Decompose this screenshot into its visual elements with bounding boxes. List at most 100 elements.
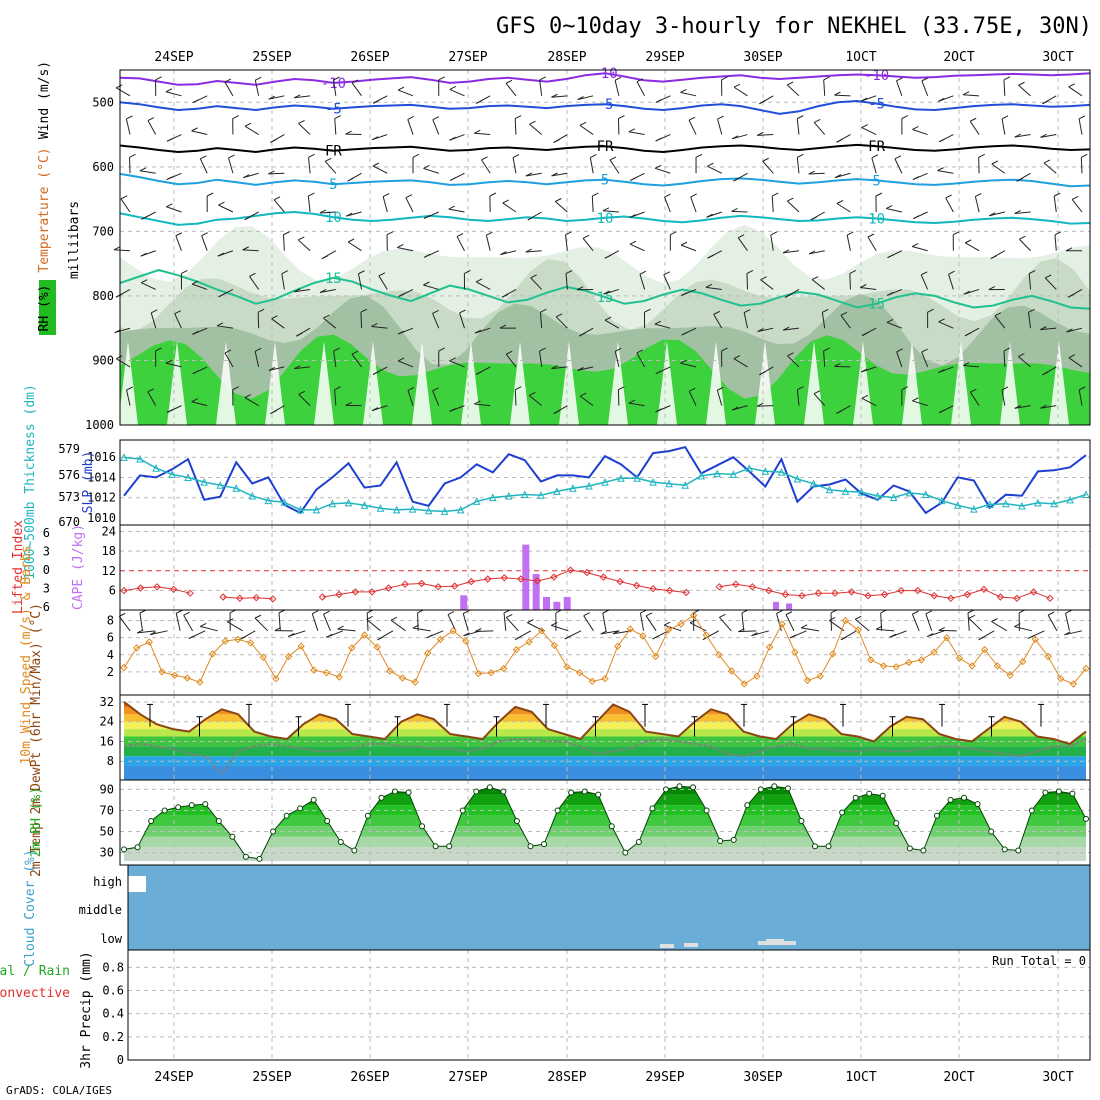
isotherm-5 bbox=[119, 172, 1091, 188]
wind-speed-tick: 2 bbox=[107, 665, 114, 679]
wind-speed-marker bbox=[753, 672, 761, 680]
wind-speed-marker bbox=[1056, 674, 1065, 683]
wind-barb-flag bbox=[871, 154, 879, 159]
wind-barb bbox=[896, 351, 903, 368]
wind-barb bbox=[268, 172, 285, 175]
wind-barb-flag bbox=[1042, 100, 1049, 105]
wind-barb-flag bbox=[912, 610, 919, 615]
rh-marker bbox=[121, 846, 127, 853]
rh-marker bbox=[920, 847, 927, 854]
rh-band bbox=[124, 815, 1086, 827]
wind-barb bbox=[938, 321, 954, 329]
date-label-top: 24SEP bbox=[154, 50, 193, 65]
wind-barb-flag bbox=[945, 194, 952, 199]
wind-barb-flag bbox=[964, 332, 972, 337]
thickness-marker bbox=[537, 491, 545, 499]
wind-speed-marker bbox=[170, 671, 179, 680]
wind-barb bbox=[551, 95, 568, 98]
legend-wind: Wind (m/s) bbox=[37, 61, 52, 139]
wind-barb bbox=[785, 614, 795, 632]
thickness-marker bbox=[1018, 501, 1026, 510]
wind-speed-marker bbox=[360, 631, 369, 639]
wind-barb bbox=[716, 390, 723, 406]
wind-barb bbox=[639, 613, 645, 631]
wind-barb-flag bbox=[636, 78, 644, 83]
temperature-tick: 16 bbox=[100, 734, 114, 748]
wind-barb-flag bbox=[333, 76, 340, 81]
lifted-index-tick: 6 bbox=[43, 526, 50, 540]
wind-barb-flag bbox=[886, 318, 894, 323]
thickness-marker bbox=[216, 481, 225, 489]
thickness-marker bbox=[793, 474, 802, 483]
wind-barb-flag bbox=[1067, 293, 1075, 298]
wind-barb bbox=[115, 87, 131, 97]
wind-barb bbox=[525, 250, 542, 253]
wind-barb bbox=[811, 279, 826, 290]
wind-barb-flag bbox=[962, 91, 970, 96]
wind-speed-marker bbox=[474, 669, 483, 678]
rh-band bbox=[124, 794, 1086, 806]
thickness-marker bbox=[504, 491, 513, 500]
rh-tick: 90 bbox=[100, 782, 114, 796]
wind-barb bbox=[628, 402, 645, 407]
wind-barb-flag bbox=[937, 167, 944, 172]
wind-barb bbox=[351, 353, 362, 368]
wind-barb-flag bbox=[296, 332, 303, 337]
wind-barb-flag bbox=[609, 156, 617, 161]
wind-barb-flag bbox=[449, 357, 456, 362]
wind-barb-flag bbox=[500, 251, 507, 256]
wind-barb bbox=[407, 390, 414, 406]
wind-barb bbox=[505, 82, 517, 97]
rh-marker bbox=[757, 786, 764, 793]
wind-barb-flag bbox=[926, 633, 934, 638]
wind-barb-flag bbox=[938, 409, 946, 414]
wind-barb-flag bbox=[463, 632, 470, 637]
wind-barb bbox=[786, 200, 800, 213]
wind-barb bbox=[456, 236, 465, 251]
wind-barb bbox=[796, 157, 800, 174]
wind-barb-flag bbox=[1042, 371, 1049, 376]
wind-barb-flag bbox=[680, 241, 688, 246]
wind-barb bbox=[801, 627, 820, 632]
thickness-marker bbox=[617, 474, 625, 482]
wind-barb-flag bbox=[475, 278, 483, 283]
isotherm-10 bbox=[119, 210, 1091, 226]
wind-barb-flag bbox=[964, 239, 972, 244]
wind-barb-flag bbox=[886, 205, 893, 209]
wind-speed-marker bbox=[1031, 635, 1040, 644]
wind-barb-flag bbox=[629, 240, 637, 245]
thickness-marker bbox=[312, 505, 321, 514]
wind-barb-flag bbox=[771, 192, 779, 197]
rh-marker bbox=[256, 855, 263, 862]
wind-barb-flag bbox=[978, 153, 985, 158]
run-total-label: Run Total = 0 bbox=[992, 954, 1086, 968]
rh-marker bbox=[270, 828, 277, 835]
wind-barb bbox=[1071, 199, 1083, 213]
wind-barb-flag bbox=[1016, 177, 1023, 182]
thickness-tick: 573 bbox=[58, 490, 80, 504]
slp-thickness-panel: 1010 1012 1014 1016 579 576 573 670 1000~500mb T… bbox=[23, 384, 1091, 580]
wind-barb-flag bbox=[475, 628, 482, 632]
wind-barb-flag bbox=[139, 167, 147, 172]
isotherm-label: 15 bbox=[597, 290, 614, 306]
wind-speed-marker bbox=[145, 638, 154, 646]
wind-barb-flag bbox=[823, 76, 830, 81]
wind-barb-flag bbox=[539, 347, 546, 352]
wind-barb-flag bbox=[224, 78, 232, 83]
wind-barb bbox=[282, 234, 285, 251]
wind-barb bbox=[911, 613, 920, 632]
wind-barb bbox=[876, 628, 895, 632]
wind-barb-flag bbox=[690, 193, 697, 198]
thickness-marker bbox=[440, 507, 449, 515]
lifted-index-line bbox=[719, 583, 1051, 599]
wind-barb-flag bbox=[183, 611, 190, 616]
wind-barb bbox=[298, 393, 311, 406]
wind-barb bbox=[423, 167, 439, 174]
wind-barb bbox=[840, 314, 851, 329]
rh-marker bbox=[784, 785, 791, 792]
wind-barb bbox=[757, 405, 774, 407]
wind-barb-flag bbox=[555, 198, 562, 202]
wind-barb-flag bbox=[989, 212, 996, 217]
wind-speed-marker bbox=[120, 663, 128, 672]
wind-barb bbox=[224, 81, 234, 97]
